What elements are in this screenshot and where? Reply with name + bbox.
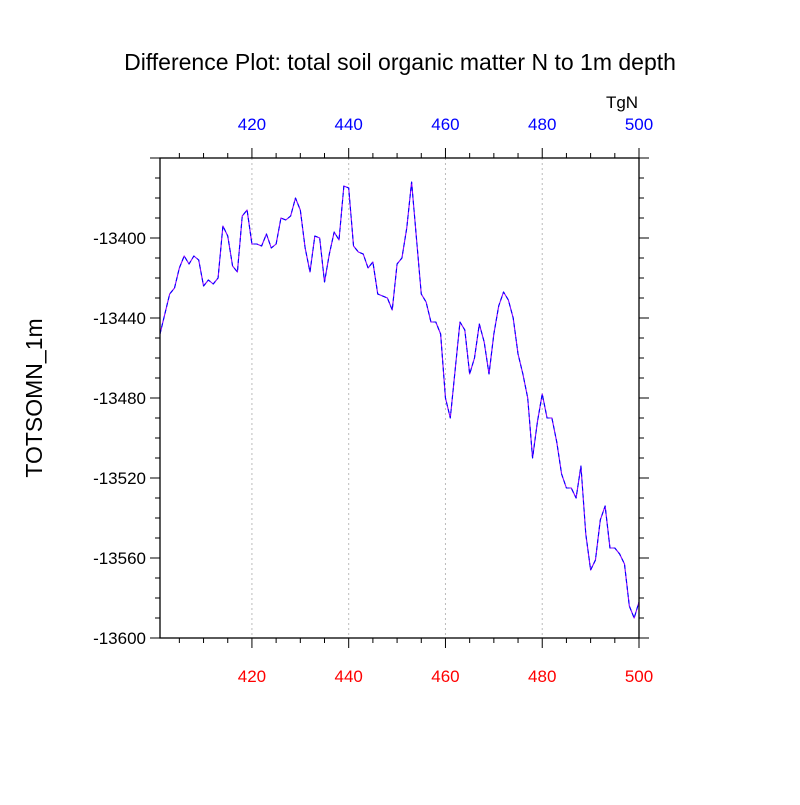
series-line-solid xyxy=(159,181,640,619)
x-tick-label-top: 460 xyxy=(431,115,459,134)
y-tick-label: -13560 xyxy=(93,549,146,568)
x-tick-label-top: 480 xyxy=(528,115,556,134)
y-tick-label: -13600 xyxy=(93,629,146,648)
y-tick-label: -13440 xyxy=(93,309,146,328)
series-layer xyxy=(159,181,640,619)
y-axis-label: TOTSOMN_1m xyxy=(21,318,47,477)
x-tick-label-bottom: 440 xyxy=(335,667,363,686)
chart-title: Difference Plot: total soil organic matt… xyxy=(124,49,676,75)
grid-layer xyxy=(251,158,543,638)
plot-frame xyxy=(159,157,640,639)
x-tick-label-top: 440 xyxy=(335,115,363,134)
x-tick-label-top: 500 xyxy=(625,115,653,134)
x-tick-label-bottom: 480 xyxy=(528,667,556,686)
y-tick-label: -13400 xyxy=(93,229,146,248)
series-line-dashed xyxy=(159,181,640,619)
top-axis-unit: TgN xyxy=(606,93,638,112)
y-tick-label: -13520 xyxy=(93,469,146,488)
x-tick-label-bottom: 460 xyxy=(431,667,459,686)
y-tick-label: -13480 xyxy=(93,389,146,408)
x-tick-label-top: 420 xyxy=(238,115,266,134)
tick-layer: 420 440 460 480 500 420 440 460 480 500 -13600 -135… xyxy=(93,115,653,686)
x-tick-label-bottom: 420 xyxy=(238,667,266,686)
x-tick-label-bottom: 500 xyxy=(625,667,653,686)
